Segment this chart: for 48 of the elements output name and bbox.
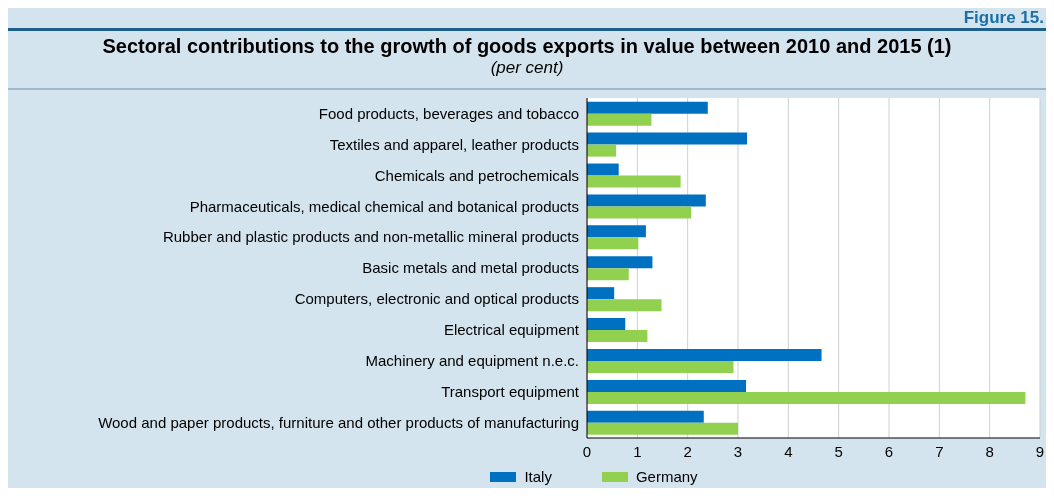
chart-title: Sectoral contributions to the growth of goods exports in value between 2010 and 2015 (1)	[101, 35, 953, 58]
x-tick-label: 7	[935, 442, 944, 460]
x-tick-label: 6	[884, 442, 894, 460]
y-tick-label: Wood and paper products, furniture and other products of manufacturing	[98, 413, 579, 431]
x-tick-label: 8	[985, 442, 994, 460]
bar	[587, 101, 708, 114]
bar	[587, 175, 681, 188]
bar	[587, 194, 706, 207]
bar	[587, 318, 626, 331]
bar	[587, 391, 1026, 404]
x-tick-label: 5	[834, 442, 843, 460]
bar	[587, 132, 748, 145]
bar	[587, 348, 822, 361]
y-tick-label: Basic metals and metal products	[362, 259, 579, 277]
bar	[587, 299, 662, 312]
x-tick-label: 2	[683, 442, 692, 460]
y-tick-label: Rubber and plastic products and non-metallic mineral products	[162, 228, 579, 246]
y-tick-label: Food products, beverages and tobacco	[318, 104, 579, 122]
bar	[587, 237, 639, 250]
chart-subtitle: (per cent)	[489, 58, 565, 78]
legend-label: Italy	[524, 468, 552, 485]
bar	[587, 287, 615, 300]
bar	[587, 206, 692, 219]
x-tick-label: 1	[633, 442, 642, 460]
x-tick-label: 9	[1035, 442, 1045, 460]
bar	[587, 330, 648, 343]
y-tick-label: Chemicals and petrochemicals	[374, 166, 579, 184]
bar	[587, 163, 619, 176]
x-tick-label: 0	[582, 442, 592, 460]
y-tick-label: Computers, electronic and optical products	[294, 290, 579, 308]
y-tick-label: Textiles and apparel, leather products	[329, 135, 579, 153]
y-tick-label: Electrical equipment	[443, 321, 580, 339]
bar	[587, 422, 738, 435]
bar	[587, 225, 646, 238]
x-tick-label: 3	[733, 442, 743, 460]
caption: Figure 15.	[963, 8, 1044, 28]
bar	[587, 144, 617, 157]
bar	[587, 360, 734, 373]
legend-label: Germany	[635, 468, 698, 485]
x-tick-label: 4	[784, 442, 793, 460]
y-tick-label: Transport equipment	[441, 382, 580, 400]
y-tick-label: Pharmaceuticals, medical chemical and botanical products	[189, 197, 579, 215]
y-tick-label: Machinery and equipment n.e.c.	[365, 352, 579, 370]
bar	[587, 256, 653, 269]
bar	[587, 379, 747, 392]
bar	[587, 410, 704, 423]
bar	[587, 113, 652, 126]
bar	[587, 268, 629, 281]
